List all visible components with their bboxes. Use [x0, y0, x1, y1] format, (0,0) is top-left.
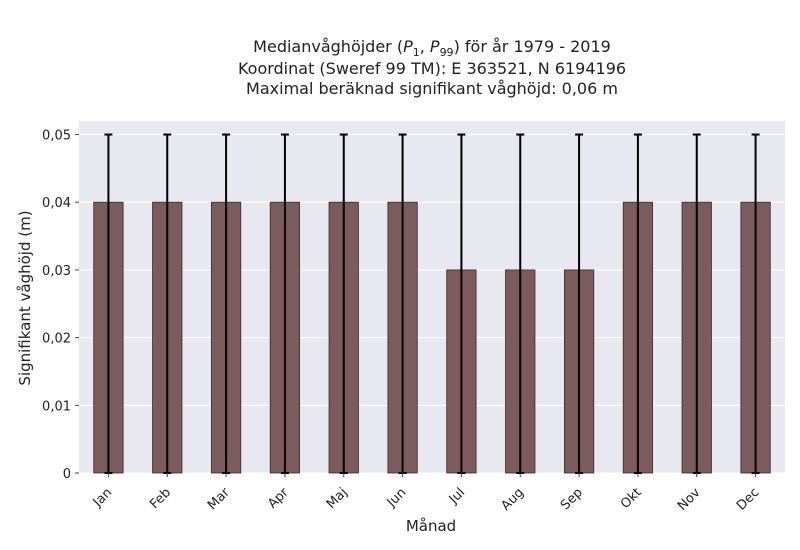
- chart-title-line-3: Maximal beräknad signifikant våghöjd: 0,…: [246, 79, 618, 98]
- y-tick-label: 0: [63, 467, 71, 482]
- x-tick-label: Feb: [147, 485, 174, 512]
- y-tick-label: 0,05: [42, 129, 71, 144]
- x-tick-label: Dec: [734, 485, 762, 513]
- x-axis-label: Månad: [406, 517, 456, 535]
- x-tick-label: Apr: [265, 485, 292, 512]
- y-tick-label: 0,01: [42, 399, 71, 414]
- x-tick-label: Jul: [446, 485, 468, 507]
- x-tick-label: Aug: [499, 485, 528, 514]
- x-tick-label: Okt: [618, 485, 645, 512]
- y-axis-label: Signifikant våghöjd (m): [16, 210, 34, 385]
- y-tick-label: 0,04: [42, 196, 71, 211]
- x-tick-label: Maj: [324, 485, 351, 512]
- y-tick-label: 0,03: [42, 264, 71, 279]
- plot-area: [79, 121, 785, 473]
- y-tick-label: 0,02: [42, 332, 71, 347]
- chart-title-line-2: Koordinat (Sweref 99 TM): E 363521, N 61…: [238, 59, 626, 78]
- chart-title-line-1: Medianvåghöjder (P1, P99) för år 1979 - …: [253, 37, 611, 59]
- x-tick-label: Jun: [384, 485, 410, 511]
- x-tick-label: Mar: [205, 485, 233, 513]
- x-tick-label: Jan: [90, 485, 115, 510]
- x-tick-label: Sep: [558, 485, 586, 513]
- x-tick-label: Nov: [675, 485, 704, 514]
